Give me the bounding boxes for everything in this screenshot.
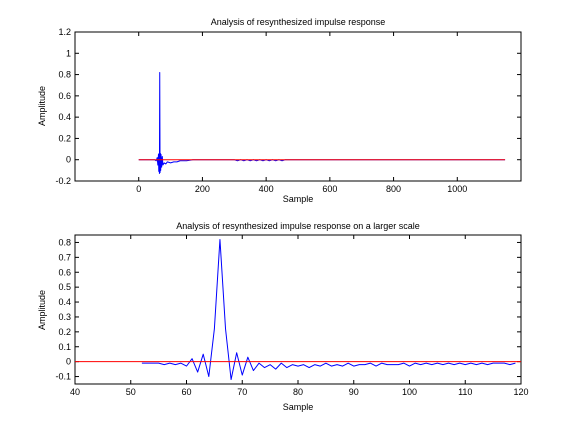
plot-area-top xyxy=(74,31,522,182)
y-tick-label: -0.2 xyxy=(55,176,71,186)
y-tick-label: 0.2 xyxy=(58,133,71,143)
y-tick-label: 0.7 xyxy=(58,252,71,262)
y-tick-label: 1.2 xyxy=(58,27,71,37)
y-tick-label: 0.6 xyxy=(58,91,71,101)
x-tick-label: 800 xyxy=(386,184,401,194)
y-tick-label: 0.2 xyxy=(58,327,71,337)
series-line-impulse-response xyxy=(141,238,516,381)
x-tick-label: 60 xyxy=(181,387,191,397)
y-tick-label: 0.5 xyxy=(58,282,71,292)
x-tick-label: 0 xyxy=(136,184,141,194)
y-tick-label: 0.1 xyxy=(58,342,71,352)
y-tick-label: 0 xyxy=(66,357,71,367)
chart-title-bottom: Analysis of resynthesized impulse respon… xyxy=(176,221,420,231)
x-tick-label: 110 xyxy=(458,387,472,397)
axes-top: Analysis of resynthesized impulse respon… xyxy=(37,17,522,204)
y-tick-label: -0.1 xyxy=(55,372,71,382)
y-tick-label: 1 xyxy=(66,48,71,58)
x-tick-label: 100 xyxy=(402,387,417,397)
x-tick-label: 120 xyxy=(513,387,528,397)
y-tick-label: 0 xyxy=(66,155,71,165)
y-tick-label: 0.6 xyxy=(58,267,71,277)
x-tick-label: 90 xyxy=(349,387,359,397)
y-tick-label: 0.8 xyxy=(58,70,71,80)
x-tick-label: 1000 xyxy=(447,184,467,194)
y-tick-label: 0.4 xyxy=(58,297,71,307)
x-tick-label: 600 xyxy=(322,184,337,194)
ticks-bottom: 40 50 60 70 80 90 100 110 120 -0.1 0 0.1 0.2 0.3 0.4 0.… xyxy=(55,235,529,397)
y-tick-label: 0.4 xyxy=(58,112,71,122)
y-tick-label: 0.8 xyxy=(58,237,71,247)
chart-title-top: Analysis of resynthesized impulse respon… xyxy=(211,17,386,27)
x-tick-label: 50 xyxy=(126,387,136,397)
series-bottom xyxy=(75,238,521,381)
x-tick-label: 40 xyxy=(70,387,80,397)
y-axis-label-top: Amplitude xyxy=(37,86,47,126)
x-tick-label: 70 xyxy=(237,387,247,397)
x-axis-label-top: Sample xyxy=(283,194,314,204)
ticks-top: 0 200 400 600 800 1000 -0.2 0 0.2 0.4 0.6 0.8 1 1.2 xyxy=(55,27,521,194)
y-axis-label-bottom: Amplitude xyxy=(37,290,47,330)
x-tick-label: 400 xyxy=(259,184,274,194)
series-top xyxy=(138,71,506,175)
y-tick-label: 0.3 xyxy=(58,312,71,322)
x-axis-label-bottom: Sample xyxy=(283,402,314,412)
x-tick-label: 80 xyxy=(293,387,303,397)
axes-bottom: Analysis of resynthesized impulse respon… xyxy=(37,221,529,412)
x-tick-label: 200 xyxy=(195,184,210,194)
